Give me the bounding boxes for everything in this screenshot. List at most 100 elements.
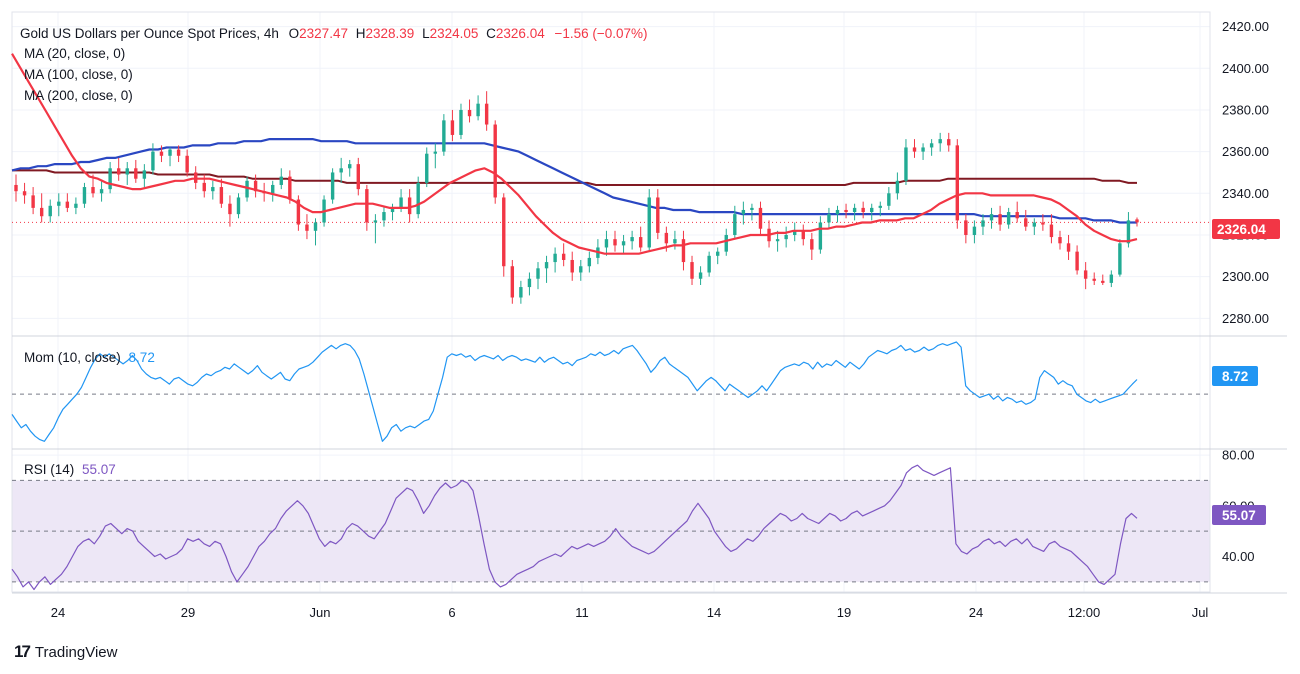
candle-body (921, 147, 925, 152)
rsi-tick-label: 80.00 (1222, 448, 1255, 463)
candle-body (519, 287, 523, 298)
candle-body (604, 239, 609, 248)
candle-body (981, 220, 985, 227)
candle-body (288, 176, 292, 200)
candle-body (852, 207, 857, 213)
ma200-legend[interactable]: MA (200, close, 0) (24, 88, 133, 103)
candle-body (818, 222, 823, 250)
ma20-line (11, 53, 1138, 255)
ma200-path (12, 169, 1137, 186)
rsi-overbought-oversold-band (12, 480, 1210, 582)
candle-body (784, 234, 788, 240)
candle-body (373, 220, 378, 223)
candle-body (502, 197, 506, 267)
candle-body (1006, 212, 1011, 225)
candle-body (271, 184, 275, 194)
ma100-path (11, 138, 1137, 224)
time-axis[interactable]: 24 29 Jun 6 11 14 19 24 12:00 Jul (51, 605, 1209, 620)
momentum-value-badge: 8.72 (1212, 366, 1258, 386)
candle-body (425, 153, 429, 183)
momentum-value: 8.72 (128, 349, 155, 365)
price-tick-label: 2300.00 (1222, 269, 1269, 284)
price-tick-label: 2400.00 (1222, 61, 1269, 76)
candle-body (219, 187, 224, 204)
ma20-path (11, 53, 1138, 255)
candle-body (1049, 224, 1054, 238)
candle-body (31, 195, 35, 208)
candle-body (313, 222, 318, 231)
candle-body (365, 189, 369, 223)
price-tick-label: 2420.00 (1222, 19, 1269, 34)
ma100-line (11, 138, 1137, 224)
candle-body (1135, 219, 1139, 223)
candle-body (1075, 251, 1079, 271)
candle-body (844, 209, 848, 213)
candle-body (74, 203, 78, 208)
candle-body (1109, 274, 1114, 283)
candle-body (1126, 220, 1131, 244)
close-label: C (486, 25, 496, 41)
rsi-tick-label: 40.00 (1222, 549, 1255, 564)
ma200-line (12, 169, 1137, 186)
tradingview-logo[interactable]: 17 TradingView (14, 642, 117, 662)
ma20-legend[interactable]: MA (20, close, 0) (24, 46, 126, 61)
time-tick-label: 29 (181, 605, 195, 620)
candle-body (895, 180, 900, 194)
candle-body (176, 149, 181, 156)
ma100-legend[interactable]: MA (100, close, 0) (24, 67, 133, 82)
candle-body (544, 262, 549, 269)
price-tick-label: 2340.00 (1222, 186, 1269, 201)
candle-body (1066, 243, 1071, 252)
candle-body (570, 259, 574, 273)
symbol-title: Gold US Dollars per Ounce Spot Prices, 4… (20, 25, 279, 41)
plot-border (11, 11, 1211, 593)
pane-dividers (11, 11, 1287, 594)
candle-body (887, 193, 891, 206)
candle-body (878, 205, 882, 208)
candle-body (236, 197, 241, 215)
candle-body (125, 168, 129, 175)
time-tick-label: 24 (969, 605, 983, 620)
candle-body (579, 266, 583, 273)
candle-body (904, 147, 908, 181)
candle-body (134, 168, 138, 179)
tradingview-logo-text: TradingView (34, 643, 118, 661)
candle-body (185, 155, 189, 173)
rsi-legend[interactable]: RSI (14) 55.07 (24, 458, 116, 480)
candle-body (861, 207, 865, 213)
candle-body (253, 180, 258, 192)
candle-body (211, 187, 215, 192)
candle-body (553, 253, 557, 263)
candle-body (613, 239, 617, 246)
momentum-path (11, 341, 1138, 442)
momentum-legend[interactable]: Mom (10, close) 8.72 (24, 346, 155, 368)
candle-body (1032, 222, 1037, 227)
time-tick-label: 19 (837, 605, 851, 620)
candle-body (510, 266, 515, 298)
rsi-value: 55.07 (82, 461, 116, 477)
candle-body (750, 207, 754, 210)
candle-body (989, 214, 994, 221)
svg-text:8.72: 8.72 (1222, 369, 1248, 384)
low-value: 2324.05 (429, 25, 479, 41)
candle-body (296, 199, 301, 225)
candle-body (459, 109, 463, 135)
candle-body (151, 151, 155, 171)
candle-body (202, 182, 206, 192)
candle-body (536, 268, 540, 279)
candle-body (664, 232, 669, 244)
rsi-label: RSI (14) (24, 461, 75, 477)
candle-body (673, 239, 677, 244)
candle-body (630, 237, 634, 242)
candle-body (638, 237, 643, 248)
candle-body (998, 214, 1002, 225)
candle-body (741, 209, 746, 215)
candle-body (108, 168, 112, 190)
time-tick-label: 11 (575, 605, 589, 620)
rsi-value-badge: 55.07 (1212, 505, 1266, 525)
change-value: −1.56 (−0.07%) (554, 25, 648, 41)
candle-body (14, 184, 18, 192)
candle-body (39, 207, 44, 217)
svg-text:2326.04: 2326.04 (1217, 222, 1266, 237)
